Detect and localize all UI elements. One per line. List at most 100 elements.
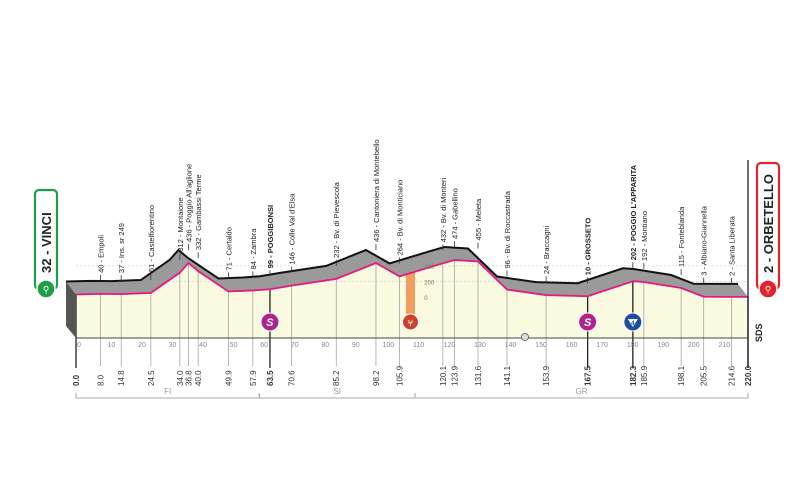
sprint-label: S — [584, 317, 592, 329]
profile-side-wall — [66, 281, 76, 338]
x-tick-label: 110 — [413, 342, 424, 349]
km-distance-label: 0.0 — [72, 374, 81, 386]
km-distance-label: 214.6 — [728, 365, 737, 386]
x-tick-label: 160 — [566, 342, 578, 349]
start-bike-icon-glyph: ⚲ — [43, 285, 50, 295]
x-tick-label: 200 — [688, 342, 700, 349]
landmark-label: 10 - GROSSETO — [584, 218, 593, 276]
gpm-category-label: 4 — [631, 321, 635, 327]
x-tick-label: 0 — [77, 342, 81, 349]
landmark-label: 96 - Bv. di Roccastrada — [503, 190, 512, 268]
landmark-label: 2 - Santa Liberata — [728, 215, 737, 275]
km-distance-label: 198.1 — [677, 365, 686, 386]
landmark-label: 432 - Bv. di Monteri — [439, 177, 448, 242]
landmark-label: 24 - Braccagni — [542, 225, 551, 274]
technical-point-icon — [521, 333, 529, 341]
landmark-label: 3 - Albiano-Giannella — [700, 205, 709, 275]
km-distance-label: 105.9 — [395, 365, 404, 386]
sprint-marker: S — [578, 312, 598, 332]
km-distance-label: 185.9 — [640, 365, 649, 386]
km-distance-label: 63.5 — [266, 370, 275, 386]
gpm-triangle — [627, 319, 638, 327]
km-distance-label: 167.5 — [584, 365, 593, 386]
province-label: FI — [164, 387, 171, 396]
sds-label: SDS — [754, 323, 764, 342]
km-distance-label: 49.9 — [224, 370, 233, 386]
landmark-label: 455 - Meleta — [474, 198, 483, 241]
gpm-marker: 4 — [623, 312, 643, 332]
x-tick-label: 120 — [444, 342, 456, 349]
feed-zone-icon — [401, 313, 419, 331]
landmark-label: 115 - Fonteblanda — [677, 206, 686, 267]
landmark-label: 40 - Empoli — [96, 235, 105, 273]
sprint-icon — [578, 312, 598, 332]
landmark-label: 264 - Bv. di Monticiano — [395, 180, 404, 256]
km-distance-label: 98.2 — [372, 370, 381, 386]
landmark-label: 312 - Montaione — [176, 197, 185, 251]
landmark-label: 436 - Cantoniera di Montebello — [372, 139, 381, 242]
km-distance-label: 182.3 — [629, 365, 638, 386]
sprint-icon — [260, 312, 280, 332]
x-tick-label: 190 — [657, 342, 669, 349]
finish-town-label: 2 - ORBETELLO — [761, 174, 776, 273]
x-tick-label: 140 — [505, 342, 517, 349]
km-distance-label: 205.5 — [700, 365, 709, 386]
x-tick-label: 50 — [230, 342, 238, 349]
landmark-label: 84 - Zambra — [249, 228, 258, 270]
km-distance-label: 57.9 — [249, 370, 258, 386]
x-tick-label: 180 — [627, 342, 639, 349]
x-tick-label: 90 — [352, 342, 360, 349]
finish-bike-icon-glyph: ⚲ — [765, 285, 772, 295]
y-tick-label: 200 — [424, 280, 435, 286]
y-tick-label: 400 — [424, 265, 435, 271]
x-tick-label: 130 — [474, 342, 486, 349]
km-distance-label: 14.8 — [117, 370, 126, 386]
x-tick-label: 170 — [596, 342, 608, 349]
landmark-label: 232 - Bv. di Pievescola — [332, 181, 341, 258]
y-tick-label: 0 — [424, 296, 428, 302]
km-distance-label: 40.0 — [194, 370, 203, 386]
landmark-label: 37 - Ins. sr 249 — [117, 223, 126, 273]
km-distance-label: 141.1 — [503, 365, 512, 386]
km-distance-label: 123.9 — [450, 365, 459, 386]
km-distance-label: 24.5 — [147, 370, 156, 386]
landmark-label: 146 - Colle Val d'Elsa — [288, 193, 297, 265]
landmark-label: 71 - Certaldo — [224, 227, 233, 270]
x-tick-label: 210 — [718, 342, 730, 349]
x-tick-label: 100 — [382, 342, 394, 349]
landmark-label: 192 - Montiano — [640, 211, 649, 261]
start-bike-icon — [36, 279, 56, 299]
landmark-label: 99 - POGGIBONSI — [266, 205, 275, 268]
landmark-label: 51 - Castelfiorentino — [147, 205, 156, 272]
feed-zone-glyph: ⑂ — [408, 318, 413, 328]
x-tick-label: 60 — [260, 342, 268, 349]
feed-zone-bar — [405, 267, 416, 328]
x-tick-label: 30 — [169, 342, 177, 349]
x-tick-label: 40 — [199, 342, 207, 349]
start-town-label: 32 - VINCI — [39, 212, 54, 273]
x-tick-label: 80 — [321, 342, 329, 349]
profile-top-line — [65, 246, 738, 285]
x-tick-label: 20 — [138, 342, 146, 349]
km-distance-label: 36.8 — [184, 370, 193, 386]
province-label: SI — [333, 387, 341, 396]
profile-band — [66, 247, 748, 297]
sprint-marker: S — [260, 312, 280, 332]
landmark-label: 332 - Gambassi Terme — [194, 174, 203, 250]
x-tick-label: 70 — [291, 342, 299, 349]
sprint-label: S — [266, 317, 274, 329]
km-distance-label: 70.6 — [288, 370, 297, 386]
profile-elevation-line — [75, 259, 748, 298]
km-distance-label: 153.9 — [542, 365, 551, 386]
km-distance-label: 8.0 — [96, 374, 105, 386]
x-tick-label: 10 — [108, 342, 116, 349]
km-distance-label: 220.0 — [744, 365, 753, 386]
finish-bike-icon — [758, 279, 778, 299]
km-distance-label: 85.2 — [332, 370, 341, 386]
finish-town: 2 - ORBETELLO ⚲ — [755, 161, 781, 299]
landmark-label: 202 - POGGIO L'APPARITA — [629, 164, 638, 260]
km-distance-label: 131.6 — [474, 365, 483, 386]
km-distance-label: 34.0 — [176, 370, 185, 386]
province-label: GR — [576, 387, 588, 396]
km-distance-label: 120.1 — [439, 365, 448, 386]
